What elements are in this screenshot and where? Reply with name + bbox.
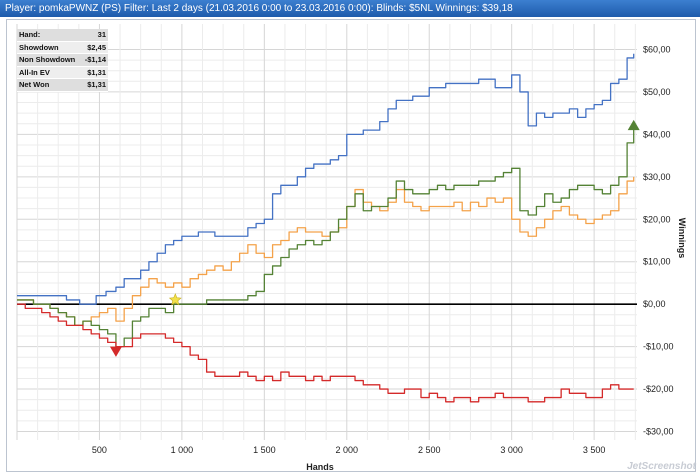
stat-label: Net Won	[19, 80, 50, 89]
series-line-blue	[17, 53, 635, 305]
stat-label: Hand:	[19, 30, 41, 39]
stat-value: 31	[97, 30, 106, 39]
marker-star	[168, 293, 182, 306]
x-tick-label: 1 000	[171, 445, 194, 455]
title-bar: Player: pomkaPWNZ (PS) Filter: Last 2 da…	[0, 0, 700, 17]
y-tick-label: -$20,00	[643, 384, 674, 394]
chart-frame	[6, 19, 696, 472]
series-line-red	[17, 303, 634, 403]
y-axis-label: Winnings	[677, 218, 687, 258]
y-tick-label: $20,00	[643, 214, 671, 224]
marker-group	[109, 119, 640, 357]
x-tick-label: 3 000	[500, 445, 523, 455]
player-name: pomkaPWNZ (PS)	[38, 3, 122, 14]
x-axis-label: Hands	[306, 462, 334, 472]
marker-max	[627, 119, 640, 131]
winnings-label: Winnings:	[435, 3, 480, 14]
y-tick-label: $50,00	[643, 87, 671, 97]
stats-box: Hand: 31 Showdown $2,45 Non Showdown -$1,14 Al…	[17, 29, 108, 92]
watermark: JetScreenshot	[627, 461, 696, 472]
filter-value: Last 2 days (21.03.2016 0:00 to 23.03.20…	[151, 3, 433, 14]
y-tick-label: -$10,00	[643, 342, 674, 352]
series-group	[17, 53, 635, 403]
filter-label: Filter:	[123, 3, 149, 14]
x-tick-label: 500	[92, 445, 107, 455]
stat-row: All-In EV $1,31	[17, 66, 108, 79]
y-tick-label: $30,00	[643, 172, 671, 182]
y-tick-label: $40,00	[643, 129, 671, 139]
x-tick-labels: 500 1 000 1 500 2 000 2 500 3 000 3 500	[92, 445, 605, 455]
grid	[16, 24, 637, 440]
stat-value: $2,45	[87, 42, 106, 52]
stat-row: Net Won $1,31	[17, 79, 108, 92]
marker-min	[109, 346, 122, 357]
x-tick-label: 3 500	[583, 445, 606, 455]
stat-value: -$1,14	[84, 55, 106, 64]
winnings-value: $39,18	[482, 3, 513, 14]
stat-value: $1,31	[87, 80, 106, 89]
player-label: Player:	[5, 3, 37, 14]
stat-label: Non Showdown	[19, 55, 76, 64]
y-tick-labels: -$30,00 -$20,00 -$10,00 $0,00 $10,00 $20,00 $3…	[643, 44, 674, 436]
x-tick-label: 2 000	[336, 445, 359, 455]
stat-row: Showdown $2,45	[17, 41, 108, 54]
stat-row: Hand: 31	[17, 29, 108, 42]
y-tick-label: $60,00	[643, 44, 671, 54]
y-tick-label: $10,00	[643, 257, 671, 267]
x-tick-label: 2 500	[418, 445, 441, 455]
y-tick-label: -$30,00	[643, 427, 674, 437]
stat-label: All-In EV	[19, 67, 50, 77]
stat-label: Showdown	[19, 42, 59, 52]
y-tick-label: $0,00	[643, 299, 666, 309]
stat-row: Non Showdown -$1,14	[17, 54, 108, 67]
x-tick-label: 1 500	[253, 445, 276, 455]
stat-value: $1,31	[87, 67, 106, 77]
